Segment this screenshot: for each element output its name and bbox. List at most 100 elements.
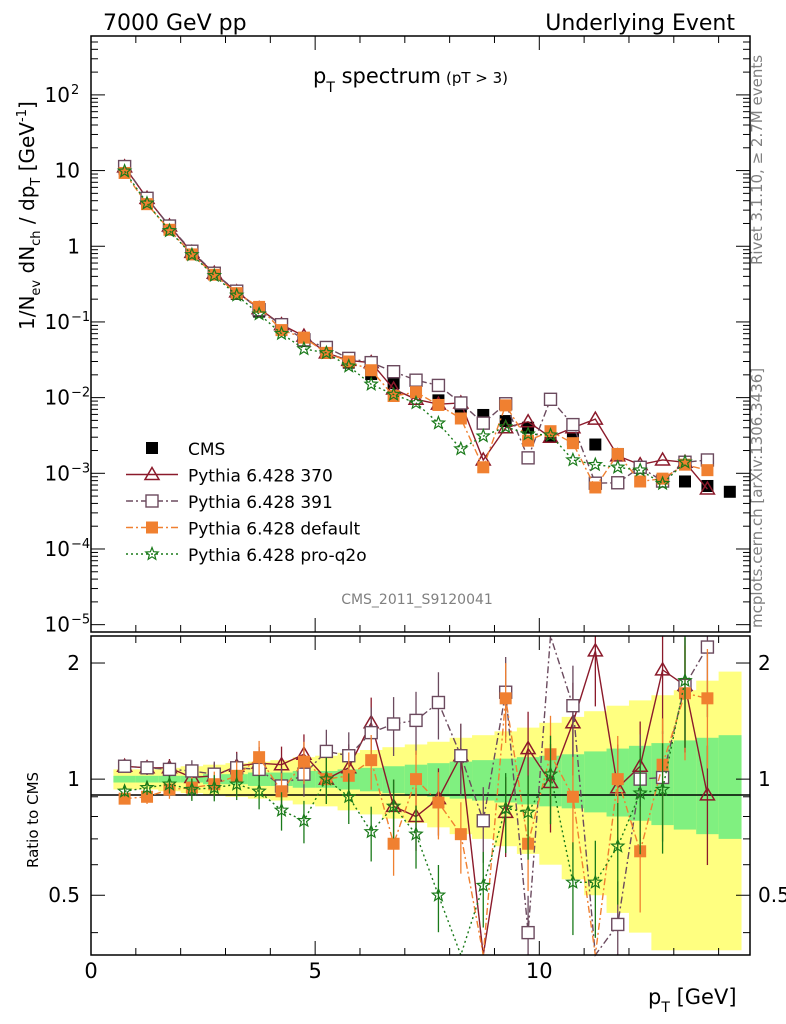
ratio-uncertainty-bands xyxy=(113,671,742,951)
ratio-point xyxy=(139,779,155,795)
data-point xyxy=(454,412,467,425)
main-plot-frame xyxy=(90,35,751,633)
data-point xyxy=(544,425,557,438)
ratio-point xyxy=(519,740,537,755)
data-point xyxy=(341,358,357,373)
ratio-point xyxy=(162,762,177,777)
data-point xyxy=(589,438,602,451)
series-line xyxy=(124,166,708,484)
data-point xyxy=(430,414,447,430)
data-point xyxy=(589,481,602,494)
ratio-point xyxy=(341,788,357,804)
plot-title-cut: (pT > 3) xyxy=(446,69,508,87)
data-point xyxy=(542,426,559,442)
ratio-point xyxy=(632,784,648,800)
data-point xyxy=(363,376,379,391)
y-tick-label: 10 xyxy=(55,159,80,183)
y-axis-title-main: 1/Nev dNch / dpT [GeV-1] xyxy=(15,101,44,330)
data-point xyxy=(475,427,491,443)
ratio-point xyxy=(228,775,245,791)
ratio-point xyxy=(408,826,424,841)
x-tick-label: 5 xyxy=(308,959,321,983)
ratio-point xyxy=(521,925,535,940)
data-point xyxy=(677,453,693,469)
ratio-point xyxy=(476,814,490,828)
data-point xyxy=(453,440,469,456)
x-axis-title: pT [GeV] xyxy=(648,985,737,1016)
data-point xyxy=(297,331,310,344)
data-point xyxy=(410,386,423,399)
data-point xyxy=(521,451,535,465)
data-point xyxy=(477,461,490,474)
ratio-tick-label: 2 xyxy=(67,651,80,675)
series-pythia-6-428-pro-q2o xyxy=(116,163,693,491)
ratio-point xyxy=(253,751,266,764)
data-point xyxy=(654,475,671,491)
series-line xyxy=(124,166,708,490)
plot-title-sub: T xyxy=(325,80,335,96)
y-tick-exponent: −1 xyxy=(71,310,90,325)
data-point xyxy=(634,475,647,488)
y-tick-exponent: 2 xyxy=(71,83,79,98)
y-tick-label: 10 xyxy=(45,386,70,410)
data-point xyxy=(408,394,424,410)
data-point xyxy=(139,195,155,210)
ratio-point xyxy=(275,785,288,798)
ratio-tick-label-right: 1 xyxy=(758,767,771,791)
legend-label: Pythia 6.428 391 xyxy=(188,493,333,513)
ratio-point xyxy=(296,812,312,828)
data-point xyxy=(587,456,604,472)
data-point xyxy=(454,396,468,410)
ratio-point xyxy=(454,828,467,841)
ratio-series-pythia-6-428-pro-q2o xyxy=(116,636,693,958)
data-point xyxy=(206,267,223,283)
data-point xyxy=(610,459,626,474)
data-point xyxy=(565,451,581,467)
band-stat-uncertainty xyxy=(113,775,137,783)
ratio-point xyxy=(141,790,154,803)
ratio-point xyxy=(251,783,267,798)
y-tick-exponent: −5 xyxy=(71,613,90,628)
header-left: 7000 GeV pp xyxy=(103,11,247,36)
data-point xyxy=(499,399,512,412)
data-point xyxy=(184,246,200,262)
legend-label: Pythia 6.428 pro-q2o xyxy=(188,546,367,566)
data-point xyxy=(409,373,423,387)
ratio-point xyxy=(409,713,423,728)
legend-label: Pythia 6.428 default xyxy=(188,520,361,540)
rivet-label: Rivet 3.1.10, ≥ 2.7M events xyxy=(748,55,766,265)
legend-marker xyxy=(146,442,158,454)
ratio-point xyxy=(161,776,178,791)
ratio-series-pythia-6-428-default xyxy=(118,645,714,956)
legend-marker xyxy=(143,466,161,481)
ratio-tick-label: 1 xyxy=(67,767,80,791)
ratio-point xyxy=(677,672,693,688)
ratio-point xyxy=(454,749,468,763)
ratio-point xyxy=(566,790,579,803)
band-stat-uncertainty xyxy=(673,740,697,830)
ratio-point xyxy=(184,781,200,797)
ratio-point xyxy=(699,786,716,801)
data-point xyxy=(318,344,335,360)
ratio-point xyxy=(587,874,604,889)
data-point xyxy=(520,425,536,441)
ratio-point xyxy=(497,800,514,815)
ratio-tick-label-right: 0.5 xyxy=(758,883,786,907)
main-series-layer xyxy=(116,158,736,498)
ratio-point xyxy=(432,796,445,809)
ratio-point xyxy=(520,804,536,819)
ratio-point xyxy=(365,754,378,767)
data-point xyxy=(654,451,671,466)
data-point xyxy=(611,476,625,490)
ratio-line xyxy=(124,635,709,957)
band-stat-uncertainty xyxy=(718,735,742,839)
ratio-point xyxy=(387,837,400,850)
data-point xyxy=(566,437,579,450)
ratio-point xyxy=(386,717,401,731)
ratio-series-layer xyxy=(116,635,716,958)
data-point xyxy=(431,378,446,393)
data-point xyxy=(296,340,312,356)
band-stat-uncertainty xyxy=(135,775,159,783)
ratio-point xyxy=(206,779,223,795)
